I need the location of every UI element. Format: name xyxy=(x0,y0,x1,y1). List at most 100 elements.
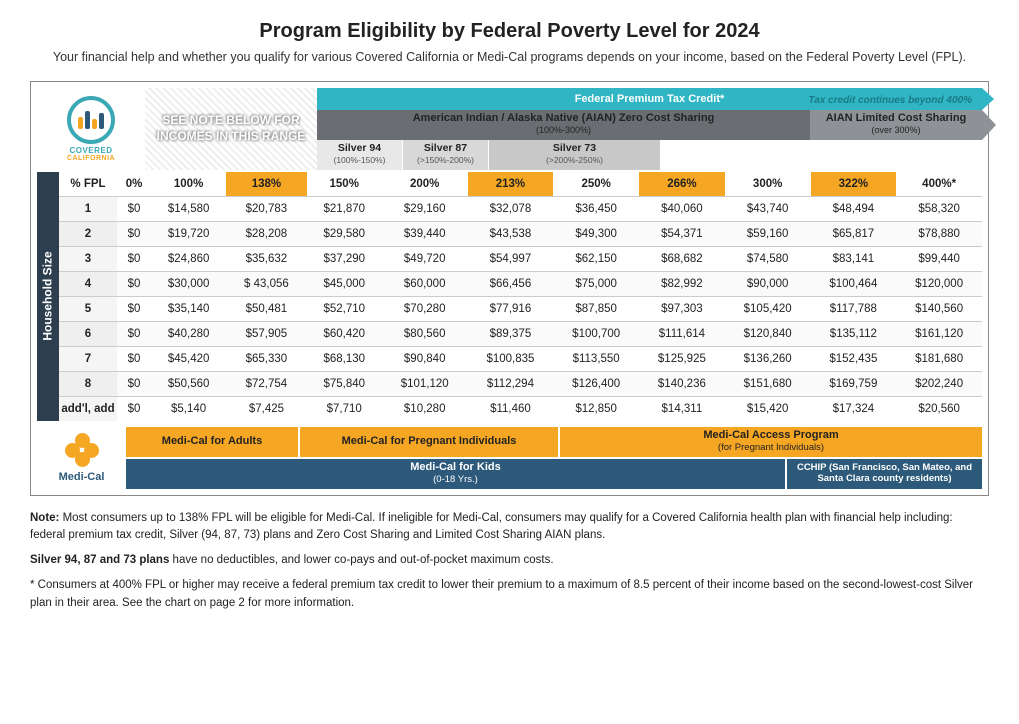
cell: $80,560 xyxy=(382,321,468,346)
cell: $14,311 xyxy=(639,396,725,421)
band-silver-87: Silver 87(>150%-200%) xyxy=(403,140,489,170)
cell: $117,788 xyxy=(811,296,897,321)
cell: $20,783 xyxy=(226,196,306,221)
cell: $82,992 xyxy=(639,271,725,296)
table-row: 2$0$19,720$28,208$29,580$39,440$43,538$4… xyxy=(59,221,982,246)
cell: $30,000 xyxy=(151,271,226,296)
cell: $29,580 xyxy=(307,221,382,246)
col-header: 200% xyxy=(382,172,468,197)
cell: $39,440 xyxy=(382,221,468,246)
cell: $57,905 xyxy=(226,321,306,346)
row-label: 8 xyxy=(59,371,117,396)
cell: $68,682 xyxy=(639,246,725,271)
cell: $49,300 xyxy=(553,221,639,246)
cell: $65,330 xyxy=(226,346,306,371)
page-title: Program Eligibility by Federal Poverty L… xyxy=(30,20,989,43)
cell: $59,160 xyxy=(725,221,811,246)
cell: $5,140 xyxy=(151,396,226,421)
cell: $75,000 xyxy=(553,271,639,296)
cell: $75,840 xyxy=(307,371,382,396)
table-row: 1$0$14,580$20,783$21,870$29,160$32,078$3… xyxy=(59,196,982,221)
cell: $50,481 xyxy=(226,296,306,321)
cell: $126,400 xyxy=(553,371,639,396)
cell: $87,850 xyxy=(553,296,639,321)
cell: $58,320 xyxy=(896,196,982,221)
footnotes: Note: Most consumers up to 138% FPL will… xyxy=(30,510,989,612)
cell: $169,759 xyxy=(811,371,897,396)
row-label: 1 xyxy=(59,196,117,221)
band-silver-73: Silver 73(>200%-250%) xyxy=(489,140,661,170)
cell: $19,720 xyxy=(151,221,226,246)
table-row: 7$0$45,420$65,330$68,130$90,840$100,835$… xyxy=(59,346,982,371)
cell: $181,680 xyxy=(896,346,982,371)
cell: $ 43,056 xyxy=(226,271,306,296)
prog-cchip: CCHIP (San Francisco, San Mateo, and San… xyxy=(787,459,982,489)
medical-logo: Medi-Cal xyxy=(37,427,126,489)
cell: $66,456 xyxy=(468,271,554,296)
col-header: 138% xyxy=(226,172,306,197)
table-row: add'l, add$0$5,140$7,425$7,710$10,280$11… xyxy=(59,396,982,421)
cell: $7,710 xyxy=(307,396,382,421)
household-size-label: Household Size xyxy=(37,172,59,421)
cell: $113,550 xyxy=(553,346,639,371)
cell: $161,120 xyxy=(896,321,982,346)
cell: $112,294 xyxy=(468,371,554,396)
cell: $140,560 xyxy=(896,296,982,321)
row-label: 5 xyxy=(59,296,117,321)
cell: $28,208 xyxy=(226,221,306,246)
prog-kids: Medi-Cal for Kids(0-18 Yrs.) xyxy=(126,459,785,489)
cell: $35,632 xyxy=(226,246,306,271)
col-header: 400%* xyxy=(896,172,982,197)
cell: $40,280 xyxy=(151,321,226,346)
cell: $10,280 xyxy=(382,396,468,421)
cell: $0 xyxy=(117,271,151,296)
cell: $0 xyxy=(117,296,151,321)
cell: $60,420 xyxy=(307,321,382,346)
col-header: 250% xyxy=(553,172,639,197)
cell: $100,700 xyxy=(553,321,639,346)
prog-pregnant: Medi-Cal for Pregnant Individuals xyxy=(300,427,558,457)
table-row: 4$0$30,000$ 43,056$45,000$60,000$66,456$… xyxy=(59,271,982,296)
cell: $202,240 xyxy=(896,371,982,396)
cell: $120,000 xyxy=(896,271,982,296)
cell: $36,450 xyxy=(553,196,639,221)
cell: $45,000 xyxy=(307,271,382,296)
cell: $100,835 xyxy=(468,346,554,371)
table-row: 3$0$24,860$35,632$37,290$49,720$54,997$6… xyxy=(59,246,982,271)
row-label: add'l, add xyxy=(59,396,117,421)
cell: $45,420 xyxy=(151,346,226,371)
col-header: 213% xyxy=(468,172,554,197)
cell: $7,425 xyxy=(226,396,306,421)
cell: $43,538 xyxy=(468,221,554,246)
cell: $37,290 xyxy=(307,246,382,271)
cell: $120,840 xyxy=(725,321,811,346)
cell: $0 xyxy=(117,371,151,396)
cell: $21,870 xyxy=(307,196,382,221)
col-header: 266% xyxy=(639,172,725,197)
cell: $135,112 xyxy=(811,321,897,346)
cell: $105,420 xyxy=(725,296,811,321)
cell: $54,371 xyxy=(639,221,725,246)
cell: $43,740 xyxy=(725,196,811,221)
row-label: 2 xyxy=(59,221,117,246)
col-header: 150% xyxy=(307,172,382,197)
col-header: 0% xyxy=(117,172,151,197)
cell: $97,303 xyxy=(639,296,725,321)
eligibility-chart: COVERED CALIFORNIA SEE NOTE BELOW FOR IN… xyxy=(30,81,989,496)
prog-access: Medi-Cal Access Program(for Pregnant Ind… xyxy=(560,427,982,457)
cell: $20,560 xyxy=(896,396,982,421)
cell: $70,280 xyxy=(382,296,468,321)
cell: $52,710 xyxy=(307,296,382,321)
row-label: 6 xyxy=(59,321,117,346)
cell: $72,754 xyxy=(226,371,306,396)
cell: $90,840 xyxy=(382,346,468,371)
table-row: 5$0$35,140$50,481$52,710$70,280$77,916$8… xyxy=(59,296,982,321)
cell: $0 xyxy=(117,396,151,421)
cell: $100,464 xyxy=(811,271,897,296)
cell: $50,560 xyxy=(151,371,226,396)
band-fptc: Federal Premium Tax Credit*Tax credit co… xyxy=(317,88,982,110)
col-header: 300% xyxy=(725,172,811,197)
cell: $32,078 xyxy=(468,196,554,221)
cell: $24,860 xyxy=(151,246,226,271)
table-row: 6$0$40,280$57,905$60,420$80,560$89,375$1… xyxy=(59,321,982,346)
